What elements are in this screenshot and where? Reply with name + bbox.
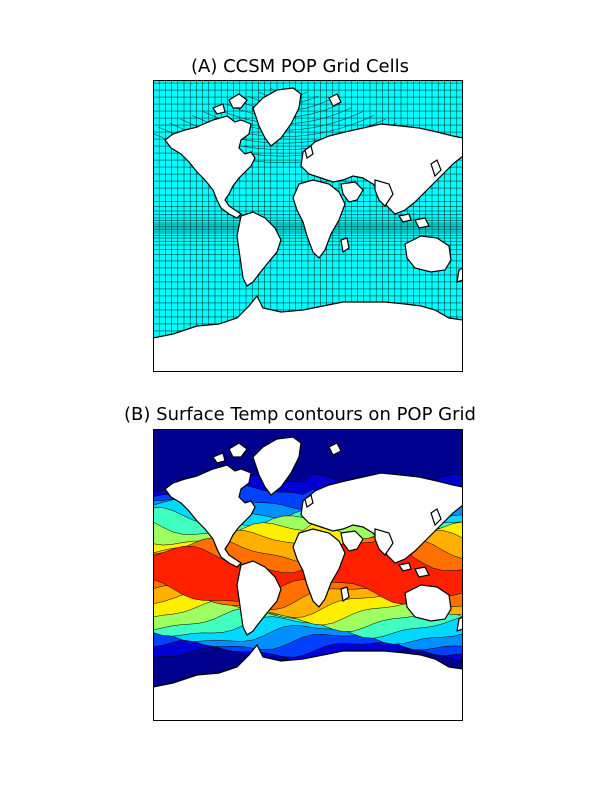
land-masses [153, 87, 463, 372]
land-uk [304, 145, 314, 159]
land-antarctica [153, 294, 463, 372]
land-indonesia-b [414, 217, 430, 229]
land-svalbard [328, 442, 342, 456]
land-north-america [164, 464, 256, 568]
land-eurasia [300, 123, 463, 215]
land-japan [430, 159, 442, 178]
land-masses [153, 436, 463, 721]
land-japan [430, 508, 442, 527]
map-frame [153, 429, 463, 721]
land-south-america [236, 211, 282, 287]
surface-temp-contour-map [153, 429, 463, 721]
pop-grid-cells-map [153, 80, 463, 372]
land-arctic-islands-a [228, 442, 248, 458]
land-australia [404, 584, 452, 622]
land-greenland [252, 87, 302, 147]
land-india [374, 528, 394, 556]
land-africa [292, 528, 346, 608]
land-svalbard [328, 93, 342, 107]
land-new-zealand [456, 267, 463, 283]
land-new-zealand [456, 616, 463, 632]
land-uk [304, 494, 314, 508]
land-arctic-islands-b [212, 452, 226, 464]
land-north-america [164, 115, 256, 219]
land-arabia [340, 181, 364, 203]
land-eurasia [300, 472, 463, 564]
land-australia [404, 235, 452, 273]
land-arctic-islands-a [228, 93, 248, 109]
land-antarctica [153, 643, 463, 721]
land-indonesia-a [398, 213, 412, 223]
land-greenland [252, 436, 302, 496]
land-madagascar [340, 586, 350, 603]
land-africa [292, 179, 346, 259]
land-india [374, 179, 394, 207]
panel-a-title: (A) CCSM POP Grid Cells [190, 56, 409, 77]
map-frame [153, 80, 463, 372]
land-indonesia-a [398, 562, 412, 572]
land-madagascar [340, 237, 350, 254]
land-indonesia-b [414, 566, 430, 578]
land-south-america [236, 560, 282, 636]
panel-b-title: (B) Surface Temp contours on POP Grid [124, 404, 476, 425]
land-arctic-islands-b [212, 103, 226, 115]
land-arabia [340, 530, 364, 552]
